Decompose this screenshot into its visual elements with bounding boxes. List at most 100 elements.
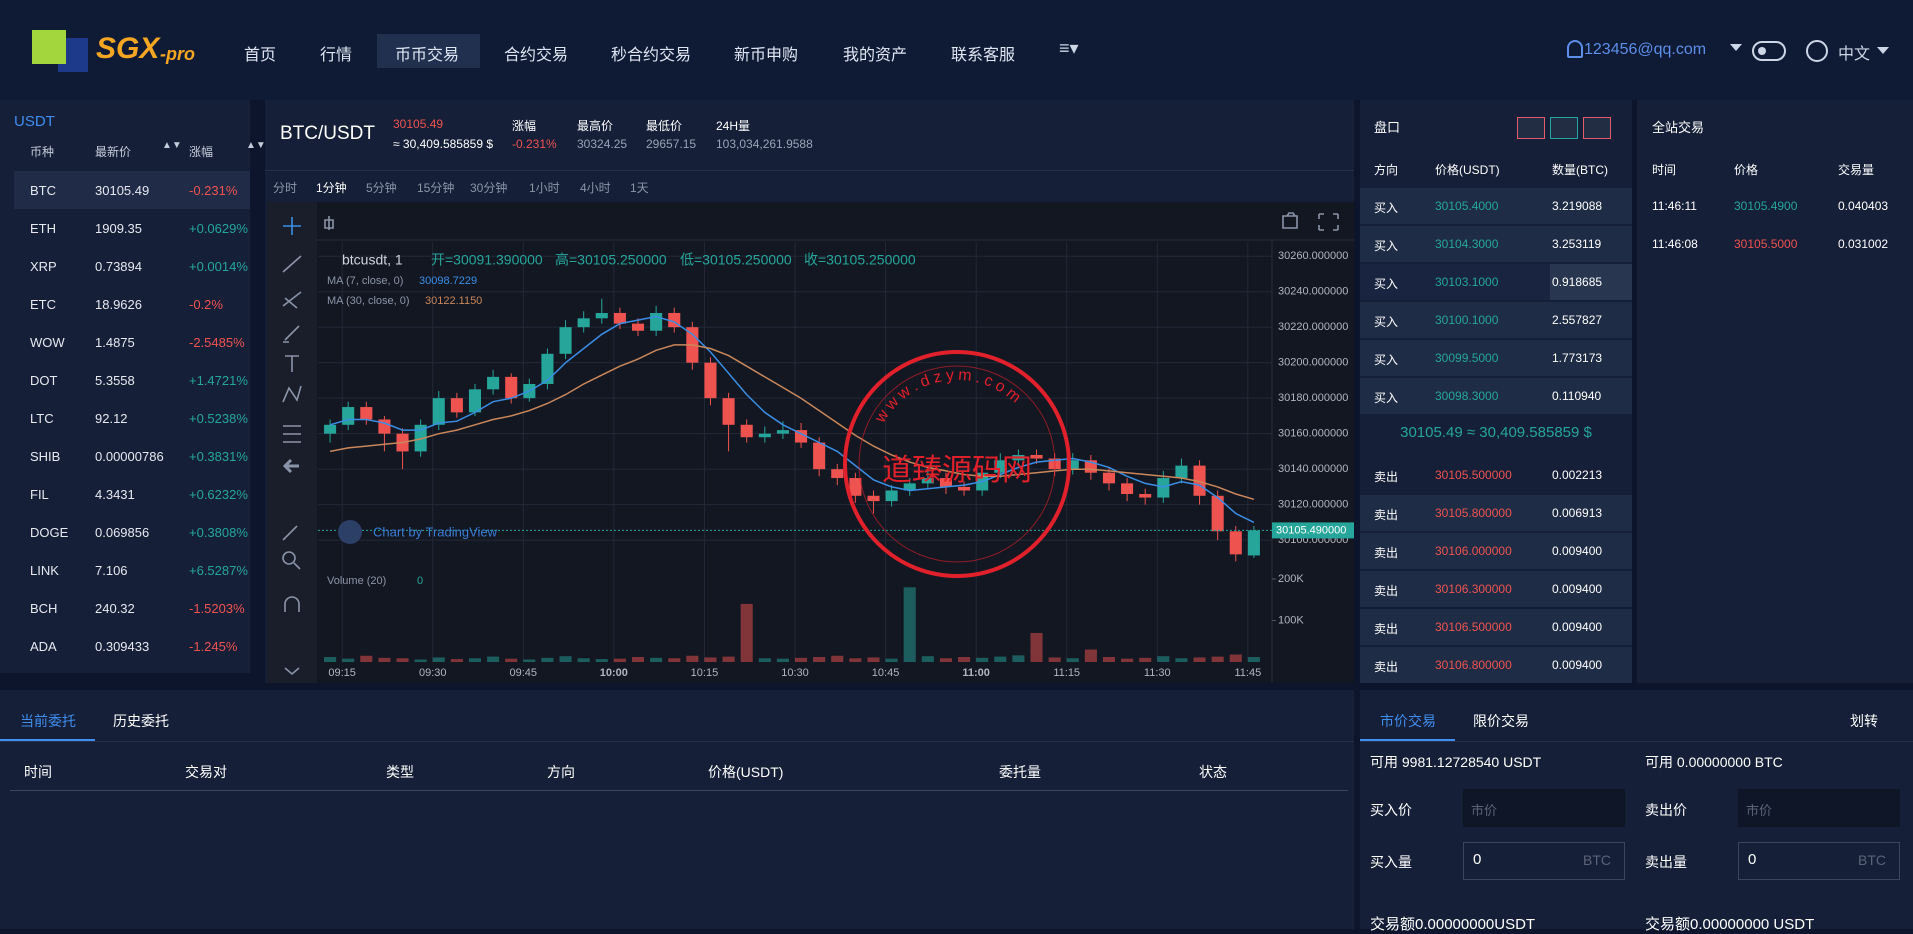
nav-item[interactable]: 合约交易 (504, 47, 569, 64)
interval[interactable]: 分时 (273, 181, 298, 195)
ask-cell[interactable]: 卖出 (1374, 546, 1399, 560)
bid-cell[interactable]: 买入 (1374, 353, 1399, 367)
bid-cell[interactable]: 买入 (1374, 277, 1399, 291)
depth-toggle[interactable] (1550, 117, 1578, 139)
amount-input[interactable] (1738, 842, 1900, 880)
nav-item[interactable]: 我的资产 (843, 47, 908, 64)
theme-toggle[interactable] (1752, 41, 1786, 61)
interval[interactable]: 1小时 (529, 181, 560, 195)
orders-tab[interactable]: 当前委托 (20, 713, 76, 729)
interval[interactable]: 5分钟 (366, 181, 397, 195)
bid-cell[interactable]: 30099.5000 (1435, 351, 1499, 365)
market-cell[interactable]: +0.0014% (189, 259, 248, 274)
bid-cell[interactable]: 30100.1000 (1435, 313, 1499, 327)
ask-cell[interactable]: 30105.500000 (1435, 468, 1512, 482)
market-cell[interactable]: 0.73894 (95, 259, 142, 274)
nav-item[interactable]: 秒合约交易 (611, 47, 692, 64)
market-cell[interactable]: 0.309433 (95, 639, 150, 654)
ask-cell[interactable]: 卖出 (1374, 584, 1399, 598)
bid-cell[interactable]: 买入 (1374, 391, 1399, 405)
ask-cell[interactable]: 0.009400 (1552, 582, 1603, 596)
market-cell[interactable]: 18.9626 (95, 297, 142, 312)
market-cell[interactable]: 0.069856 (95, 525, 150, 540)
depth-toggle[interactable] (1517, 117, 1545, 139)
ask-cell[interactable]: 卖出 (1374, 660, 1399, 674)
bid-cell[interactable]: 30103.1000 (1435, 275, 1499, 289)
market-cell[interactable]: BCH (30, 601, 58, 616)
price-input[interactable] (1463, 789, 1625, 827)
market-cell[interactable]: FIL (30, 487, 49, 502)
transfer[interactable]: 划转 (1850, 713, 1878, 729)
depth-toggle[interactable] (1583, 117, 1611, 139)
market-cell[interactable]: ADA (30, 639, 57, 654)
market-cell[interactable]: +1.4721% (189, 373, 248, 388)
interval[interactable]: 1天 (630, 181, 649, 195)
bid-cell[interactable]: 0.918685 (1552, 275, 1603, 289)
market-cell[interactable]: 7.106 (95, 563, 128, 578)
nav-item[interactable]: 新币申购 (734, 47, 799, 64)
market-cell[interactable]: BTC (30, 183, 56, 198)
market-cell[interactable]: 1.4875 (95, 335, 135, 350)
ask-cell[interactable]: 0.009400 (1552, 620, 1603, 634)
bid-cell[interactable]: 30105.4000 (1435, 199, 1499, 213)
market-cell[interactable]: XRP (30, 259, 57, 274)
market-cell[interactable]: ETC (30, 297, 56, 312)
ask-cell[interactable]: 30106.000000 (1435, 544, 1512, 558)
market-cell[interactable]: DOT (30, 373, 58, 388)
market-cell[interactable]: 0.00000786 (95, 449, 164, 464)
user-dropdown[interactable] (1730, 44, 1742, 51)
ask-cell[interactable]: 卖出 (1374, 622, 1399, 636)
ask-cell[interactable]: 卖出 (1374, 508, 1399, 522)
market-cell[interactable]: ETH (30, 221, 56, 236)
ask-cell[interactable]: 30106.800000 (1435, 658, 1512, 672)
market-cell[interactable]: -1.5203% (189, 601, 245, 616)
interval[interactable]: 15分钟 (417, 181, 455, 195)
bid-cell[interactable]: 3.219088 (1552, 199, 1603, 213)
markets-title[interactable]: USDT (14, 113, 55, 130)
form-tab[interactable]: 市价交易 (1380, 713, 1436, 729)
amount-input[interactable] (1463, 842, 1625, 880)
market-cell[interactable]: WOW (30, 335, 65, 350)
form-tab[interactable]: 限价交易 (1473, 713, 1529, 729)
language-dropdown[interactable] (1877, 47, 1889, 54)
market-cell[interactable]: 5.3558 (95, 373, 135, 388)
market-cell[interactable]: +0.6232% (189, 487, 248, 502)
nav-item[interactable]: 币币交易 (395, 47, 460, 64)
ask-cell[interactable]: 30106.500000 (1435, 620, 1512, 634)
orders-tab[interactable]: 历史委托 (113, 713, 169, 729)
bid-cell[interactable]: 买入 (1374, 315, 1399, 329)
ask-cell[interactable]: 0.006913 (1552, 506, 1603, 520)
market-cell[interactable]: 30105.49 (95, 183, 150, 198)
price-input[interactable] (1738, 789, 1900, 827)
market-cell[interactable]: +0.3831% (189, 449, 248, 464)
market-cell[interactable]: -2.5485% (189, 335, 245, 350)
nav-item[interactable]: 联系客服 (951, 47, 1016, 64)
market-cell[interactable]: 1909.35 (95, 221, 142, 236)
market-cell[interactable]: SHIB (30, 449, 61, 464)
ask-cell[interactable]: 0.009400 (1552, 544, 1603, 558)
market-cell[interactable]: 4.3431 (95, 487, 135, 502)
market-cell[interactable]: -0.2% (189, 297, 223, 312)
bid-cell[interactable]: 2.557827 (1552, 313, 1603, 327)
bid-cell[interactable]: 买入 (1374, 201, 1399, 215)
user-email[interactable]: 123456@qq.com (1584, 41, 1707, 58)
interval[interactable]: 1分钟 (316, 181, 347, 195)
market-cell[interactable]: +6.5287% (189, 563, 248, 578)
bid-cell[interactable]: 3.253119 (1552, 237, 1602, 251)
nav-menu-icon[interactable]: ≡▾ (1059, 38, 1079, 58)
language[interactable]: 中文 (1838, 46, 1871, 63)
market-cell[interactable]: DOGE (30, 525, 69, 540)
bid-cell[interactable]: 30098.3000 (1435, 389, 1499, 403)
market-cell[interactable]: +0.5238% (189, 411, 248, 426)
bid-cell[interactable]: 0.110940 (1552, 389, 1602, 403)
bid-cell[interactable]: 买入 (1374, 239, 1399, 253)
ask-cell[interactable]: 30105.800000 (1435, 506, 1512, 520)
market-cell[interactable]: LTC (30, 411, 54, 426)
ask-cell[interactable]: 0.002213 (1552, 468, 1603, 482)
market-cell[interactable]: +0.0629% (189, 221, 248, 236)
nav-item[interactable]: 行情 (320, 47, 353, 64)
market-cell[interactable]: -0.231% (189, 183, 238, 198)
nav-item[interactable]: 首页 (244, 47, 277, 64)
interval[interactable]: 4小时 (580, 181, 611, 195)
market-cell[interactable]: 92.12 (95, 411, 128, 426)
